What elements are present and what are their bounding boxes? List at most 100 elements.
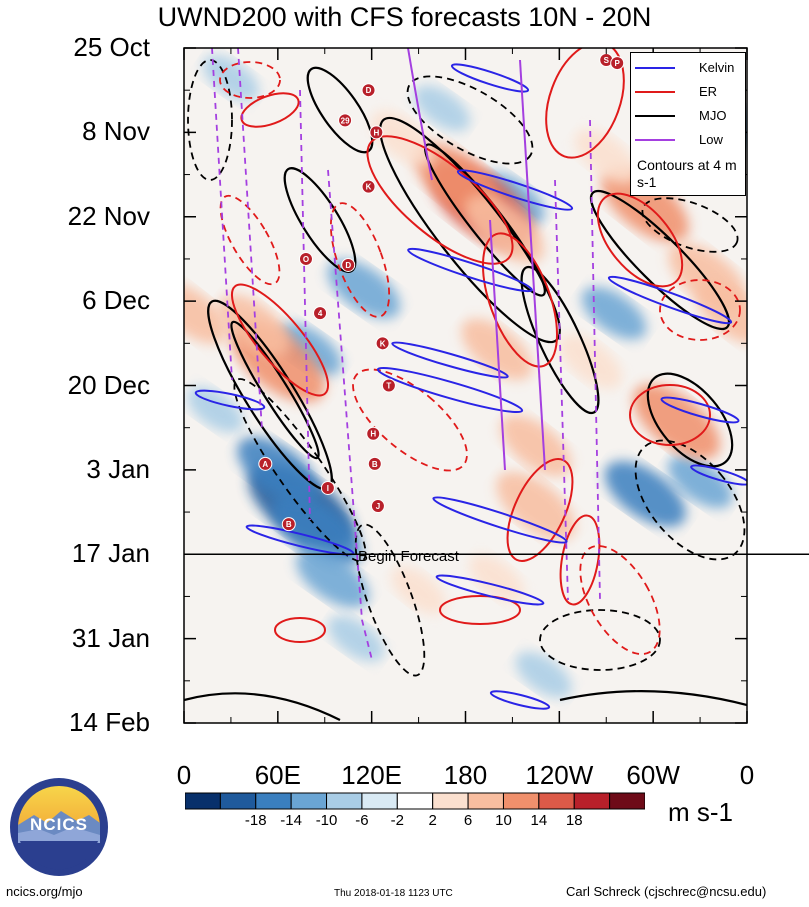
storm-marker-symbol bbox=[338, 113, 353, 128]
y-tick-label: 3 Jan bbox=[86, 453, 150, 484]
footer-timestamp: Thu 2018-01-18 1123 UTC bbox=[334, 888, 453, 899]
mjo-contour bbox=[306, 66, 374, 154]
storm-marker-symbol bbox=[370, 499, 385, 514]
anomaly-blob bbox=[237, 436, 319, 503]
colorbar-box bbox=[219, 792, 257, 810]
er-contour bbox=[219, 194, 281, 286]
kelvin-contour bbox=[245, 524, 355, 556]
storm-marker-label: D bbox=[345, 261, 351, 270]
colorbar-tick-label: -6 bbox=[355, 812, 369, 829]
storm-marker: D bbox=[341, 257, 356, 272]
colorbar-tick-label: -10 bbox=[315, 812, 338, 829]
legend-label: ER bbox=[699, 84, 718, 99]
storm-marker: J bbox=[370, 499, 385, 514]
x-tick-label: 0 bbox=[176, 760, 192, 790]
low-contour bbox=[554, 179, 569, 601]
legend-contour-note: Contours at 4 m s-1 bbox=[637, 157, 737, 190]
logo-base bbox=[20, 841, 98, 870]
anomaly-blob bbox=[218, 294, 290, 356]
legend-swatch bbox=[635, 91, 675, 93]
colorbar-box bbox=[467, 792, 504, 810]
anomaly-blob bbox=[272, 493, 362, 567]
x-tick-label: 60E bbox=[254, 760, 301, 790]
er-contour bbox=[629, 384, 711, 446]
colorbar-box bbox=[502, 792, 540, 810]
low-contour bbox=[407, 48, 433, 181]
mjo-contour bbox=[233, 378, 367, 562]
er-contour bbox=[366, 135, 514, 265]
storm-marker-label: A bbox=[262, 460, 268, 469]
colorbar-box bbox=[538, 792, 575, 810]
colorbar-tick-label: 14 bbox=[530, 812, 548, 829]
kelvin-contour bbox=[690, 464, 747, 486]
low-contour bbox=[489, 219, 506, 471]
x-tick-label: 60W bbox=[626, 760, 680, 790]
storm-marker: 29 bbox=[338, 113, 353, 128]
kelvin-contour bbox=[435, 574, 545, 606]
kelvin-contour bbox=[450, 63, 530, 93]
storm-marker-label: I bbox=[327, 484, 329, 493]
anomaly-blob bbox=[667, 455, 733, 509]
storm-marker-label: B bbox=[286, 520, 292, 529]
logo-text: NCICS bbox=[30, 815, 88, 834]
storm-marker-symbol bbox=[258, 456, 273, 471]
y-tick-label: 22 Nov bbox=[67, 200, 150, 231]
storm-marker-label: H bbox=[373, 128, 379, 137]
anomaly-blob bbox=[604, 461, 686, 527]
storm-marker: O bbox=[298, 251, 313, 266]
x-tick-label: 120E bbox=[341, 760, 403, 790]
forecast-label: Begin Forecast bbox=[358, 548, 459, 565]
mjo-contour bbox=[184, 692, 341, 721]
er-contour bbox=[579, 545, 661, 655]
colorbar-tick-label: 10 bbox=[495, 812, 512, 829]
x-tick-label: 0 bbox=[739, 760, 755, 790]
kelvin-contour bbox=[607, 275, 733, 325]
storm-marker-label: K bbox=[366, 183, 372, 192]
legend-label: MJO bbox=[699, 108, 727, 123]
mjo-contour bbox=[559, 690, 747, 707]
storm-marker-label: S bbox=[604, 56, 610, 65]
er-contour bbox=[659, 279, 741, 341]
er-contour bbox=[352, 368, 468, 472]
colorbar-box bbox=[609, 792, 645, 810]
storm-marker-label: T bbox=[386, 382, 391, 391]
anomaly-blob bbox=[500, 415, 572, 477]
er-contour bbox=[559, 514, 601, 606]
storm-marker: P bbox=[610, 56, 625, 71]
chart-title: UWND200 with CFS forecasts 10N - 20N bbox=[157, 2, 652, 32]
low-contour bbox=[237, 48, 263, 431]
colorbar-box bbox=[361, 792, 398, 810]
low-contour bbox=[519, 59, 546, 471]
y-tick-label: 17 Jan bbox=[71, 538, 150, 569]
mjo-contour bbox=[646, 372, 734, 468]
legend-item-kelvin: Kelvin bbox=[631, 59, 745, 77]
colorbar-tick-label: -14 bbox=[280, 812, 302, 829]
colorbar-tick-label: 18 bbox=[565, 812, 583, 829]
mjo-contour bbox=[539, 609, 661, 671]
storm-marker: T bbox=[381, 378, 396, 393]
mjo-contour bbox=[354, 523, 426, 677]
anomaly-blob bbox=[581, 286, 647, 340]
anomaly-blob bbox=[296, 548, 370, 608]
storm-markers: D 29 H K O D 4 K T H B A I J B S P bbox=[258, 53, 625, 532]
storm-marker-symbol bbox=[381, 378, 396, 393]
storm-marker-symbol bbox=[361, 179, 376, 194]
footer-author: Carl Schreck (cjschrec@ncsu.edu) bbox=[566, 884, 767, 899]
x-tick-label: 180 bbox=[443, 760, 488, 790]
y-tick-label: 20 Dec bbox=[67, 369, 150, 400]
storm-marker: K bbox=[361, 179, 376, 194]
storm-marker-symbol bbox=[281, 517, 296, 532]
er-contour bbox=[439, 595, 521, 625]
anomaly-blob bbox=[184, 282, 228, 344]
colorbar-box bbox=[396, 792, 434, 810]
colorbar-units: m s-1 bbox=[668, 797, 733, 827]
colorbar-tick-label: 6 bbox=[463, 812, 473, 829]
colorbar bbox=[185, 792, 645, 810]
anomaly-blob bbox=[695, 282, 747, 344]
footer-site: ncics.org/mjo bbox=[6, 884, 83, 899]
storm-marker-label: K bbox=[380, 339, 386, 348]
storm-marker-symbol bbox=[320, 480, 335, 495]
kelvin-contour bbox=[432, 496, 568, 544]
storm-marker-symbol bbox=[367, 456, 382, 471]
colorbar-box bbox=[255, 792, 292, 810]
